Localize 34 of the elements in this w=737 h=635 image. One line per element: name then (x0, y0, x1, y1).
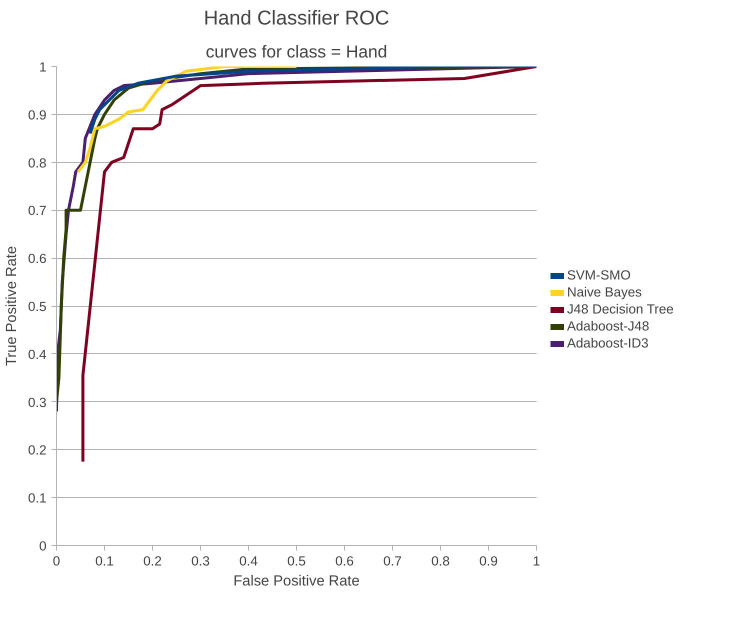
x-tick-label: 0.7 (383, 554, 402, 568)
legend-label: Adaboost-ID3 (567, 336, 648, 350)
legend-label: Adaboost-J48 (567, 318, 650, 334)
y-tick-label: 0.3 (28, 394, 47, 410)
line-series (81, 66, 536, 464)
x-tick-label: 0.9 (479, 554, 498, 568)
y-tick-label: 0.8 (28, 155, 47, 170)
y-tick-label: 0.9 (28, 107, 47, 122)
y-tick-label: 0.4 (28, 346, 48, 362)
y-tick-label: 0 (39, 538, 47, 554)
x-tick-label: 0.3 (191, 554, 210, 568)
y-tick-label: 0.1 (28, 490, 47, 506)
x-tick-label: 0.1 (95, 554, 114, 568)
line-series (76, 66, 298, 174)
legend-label: J48 Decision Tree (567, 302, 674, 316)
line-series (88, 66, 536, 136)
x-tick-label: 0.2 (143, 554, 162, 568)
x-tick-label: 0.5 (287, 554, 306, 568)
x-tick-label: 0.8 (431, 554, 450, 568)
chart-subtitle: curves for class = Hand (206, 42, 388, 62)
x-axis-title: False Positive Rate (233, 574, 360, 590)
y-tick-label: 0.6 (28, 251, 47, 266)
legend-label: Naive Bayes (567, 284, 642, 300)
x-tick-label: 0 (52, 554, 60, 568)
y-tick-label: 0.2 (28, 442, 47, 458)
legend-label: SVM-SMO (567, 268, 631, 282)
y-tick-label: 0.5 (28, 299, 47, 314)
x-tick-label: 1 (532, 554, 540, 568)
chart-title: Hand Classifier ROC (204, 8, 390, 30)
x-tick-label: 0.4 (239, 554, 258, 568)
y-tick-label: 1 (39, 60, 47, 74)
x-tick-label: 0.6 (335, 554, 354, 568)
y-axis-title: True Positive Rate (4, 246, 20, 366)
y-tick-label: 0.7 (28, 203, 47, 218)
